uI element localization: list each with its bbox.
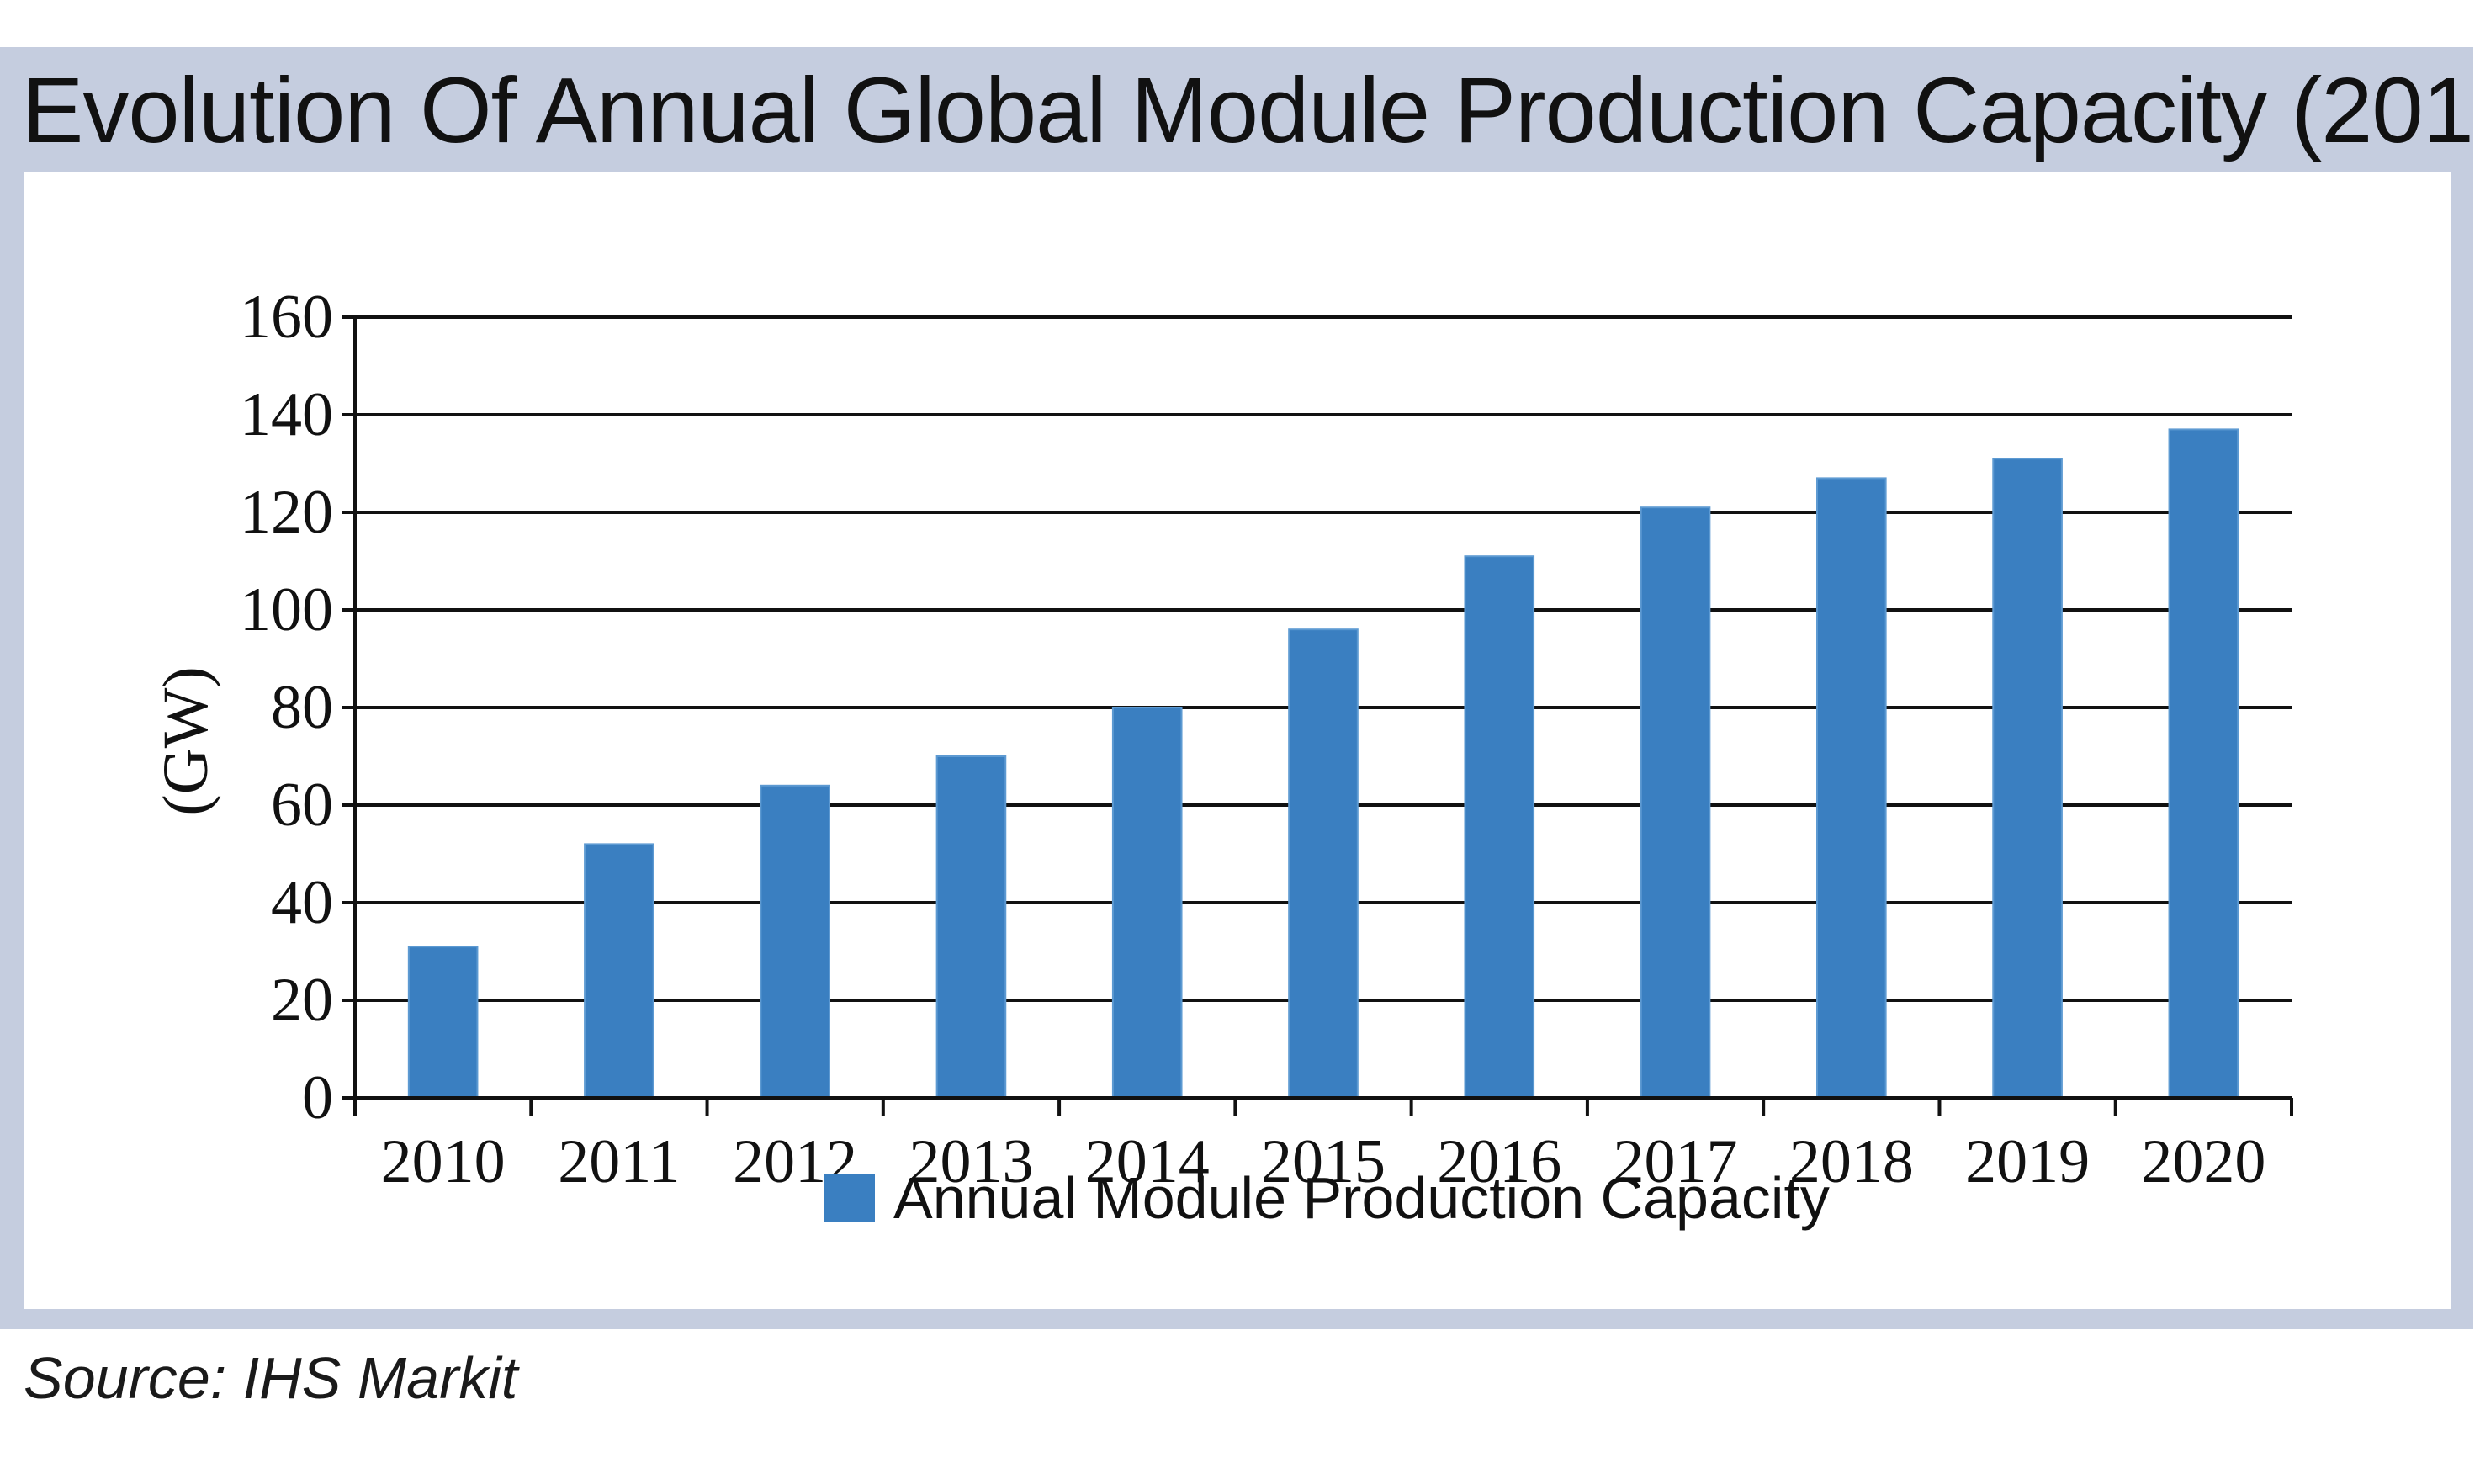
bar-2010 [407,946,479,1100]
bar-2019 [1992,458,2063,1099]
y-tick-label: 80 [271,673,333,742]
chart-title: Evolution Of Annual Global Module Produc… [22,59,2473,162]
bar-2016 [1464,555,1535,1099]
y-tick-label: 40 [271,868,333,937]
x-tick-label: 2017 [1614,1127,1738,1196]
x-tick-label: 2011 [558,1127,680,1196]
y-tick-label: 140 [240,380,333,449]
x-tick-label: 2016 [1437,1127,1561,1196]
bar-2015 [1288,628,1359,1099]
x-tick-label: 2019 [1965,1127,2090,1196]
x-tick-label: 2020 [2141,1127,2265,1196]
x-tick-label: 2014 [1085,1127,1210,1196]
title-bar: Evolution Of Annual Global Module Produc… [0,47,2473,162]
bar-2013 [935,755,1007,1099]
x-tick-label: 2013 [909,1127,1033,1196]
bar-2020 [2168,428,2239,1099]
bar-2014 [1111,707,1183,1099]
bar-2012 [760,784,830,1099]
legend-label: Annual Module Production Capacity [893,1165,1830,1231]
y-tick-label: 60 [271,771,333,840]
y-tick-label: 100 [240,575,333,644]
y-tick-label: 0 [302,1063,333,1132]
source-note: Source: IHS Markit [24,1345,518,1411]
x-tick-label: 2015 [1261,1127,1386,1196]
y-axis-title: (GW) [151,666,221,815]
x-tick-label: 2018 [1789,1127,1914,1196]
axes [342,315,2293,1116]
bars [407,428,2239,1100]
plot-panel: 0 20 40 60 80 100 120 140 160 2010 2011 2012 2013 201… [24,172,2451,1309]
bar-2011 [584,843,654,1100]
y-tick-label: 20 [271,966,333,1035]
chart-frame: Evolution Of Annual Global Module Produc… [0,47,2473,1329]
legend: Annual Module Production Capacity [824,1165,1830,1231]
x-tick-label: 2010 [381,1127,506,1196]
bar-2017 [1640,506,1711,1099]
y-tick-label: 160 [240,283,333,352]
legend-swatch [824,1174,875,1222]
bar-2018 [1816,477,1887,1099]
y-tick-label: 120 [240,478,333,547]
